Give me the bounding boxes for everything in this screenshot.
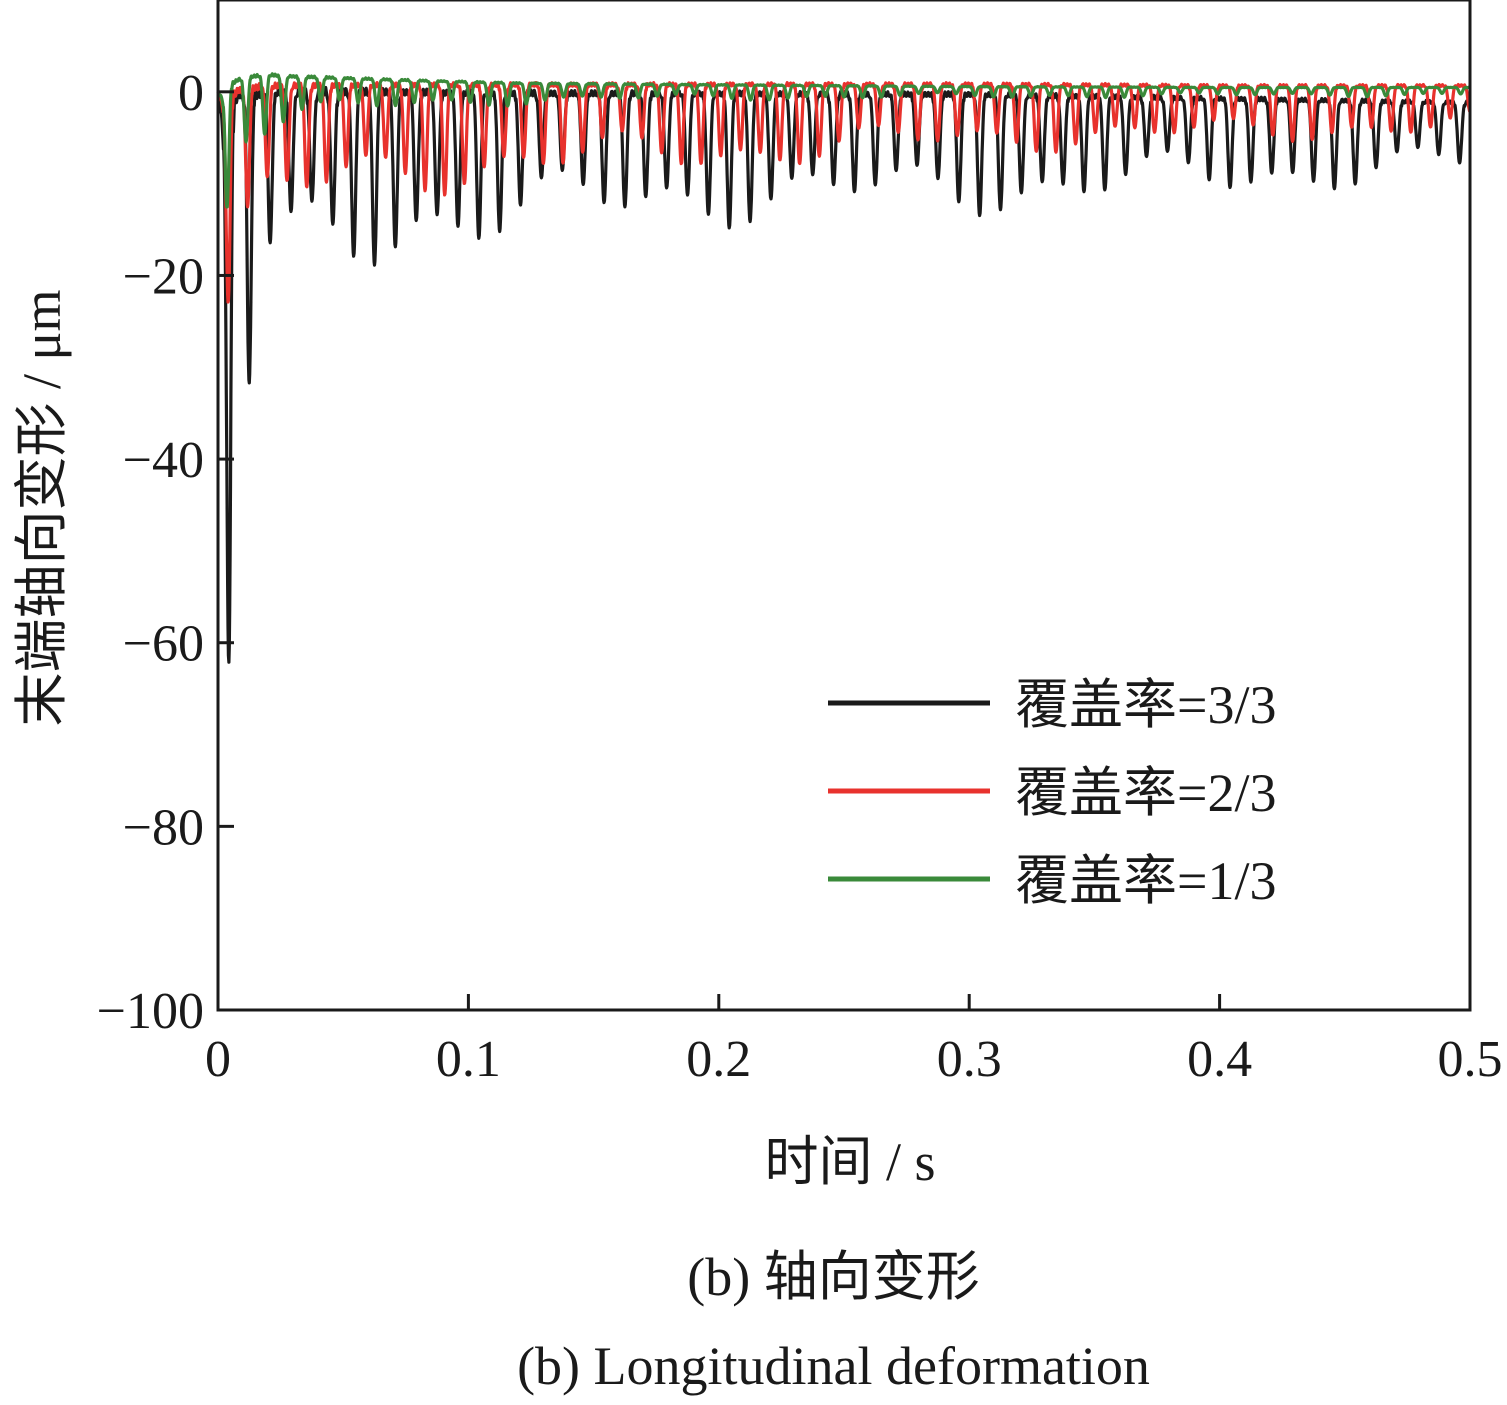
y-axis-label: 末端轴向变形 / μm (12, 290, 72, 727)
y-tick-label: −20 (123, 248, 204, 305)
legend: 覆盖率=3/3 覆盖率=2/3 覆盖率=1/3 (828, 675, 1276, 911)
plot-frame (216, 0, 1472, 1012)
x-tick-label: 0.1 (436, 1031, 501, 1088)
figure-caption-chinese: (b) 轴向变形 (687, 1247, 980, 1307)
y-tick-label: −100 (97, 983, 204, 1040)
y-tick-label: −80 (123, 799, 204, 856)
x-tick-label: 0.3 (937, 1031, 1002, 1088)
y-tick-label: −60 (123, 616, 204, 673)
y-tick-label: 0 (178, 65, 204, 122)
figure-caption-english: (b) Longitudinal deformation (517, 1336, 1150, 1396)
y-tick-label: −40 (123, 432, 204, 489)
series-line-3 (216, 72, 1472, 209)
x-axis-label: 时间 / s (764, 1132, 935, 1192)
chart-canvas: 0 0.1 0.2 0.3 0.4 0.5 0 −20 −40 −60 −80 −100 时间 / … (12, 0, 1503, 1192)
y-axis: 0 −20 −40 −60 −80 −100 (97, 65, 234, 1040)
x-tick-label: 0.4 (1187, 1031, 1252, 1088)
x-axis: 0 0.1 0.2 0.3 0.4 0.5 (205, 994, 1503, 1088)
x-tick-label: 0.2 (686, 1031, 751, 1088)
legend-label: 覆盖率=3/3 (1015, 675, 1276, 735)
legend-label: 覆盖率=1/3 (1015, 851, 1276, 911)
legend-label: 覆盖率=2/3 (1015, 763, 1276, 823)
x-tick-label: 0.5 (1438, 1031, 1503, 1088)
x-tick-label: 0 (205, 1031, 231, 1088)
series-layer (216, 72, 1472, 664)
series-line-2 (216, 81, 1472, 304)
